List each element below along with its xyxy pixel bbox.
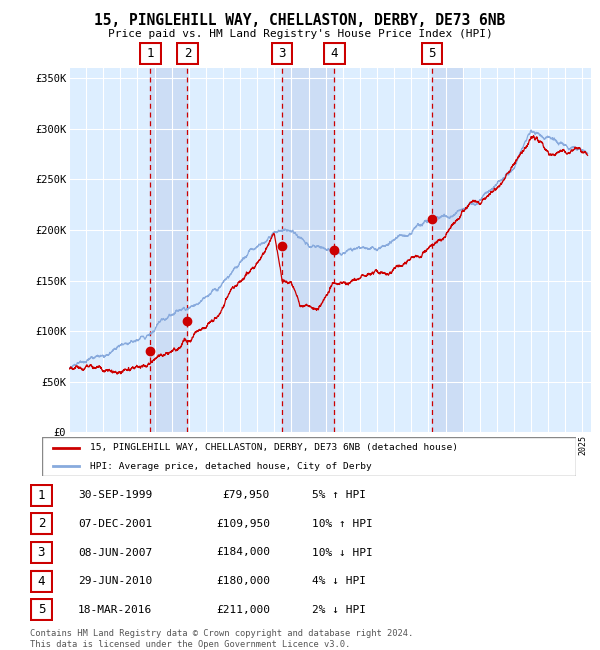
Text: 4: 4 (38, 575, 45, 588)
Text: £184,000: £184,000 (216, 547, 270, 558)
Bar (150, 68, 187, 432)
Text: 10% ↓ HPI: 10% ↓ HPI (312, 547, 373, 558)
Text: 15, PINGLEHILL WAY, CHELLASTON, DERBY, DE73 6NB (detached house): 15, PINGLEHILL WAY, CHELLASTON, DERBY, D… (90, 443, 458, 452)
Text: £211,000: £211,000 (216, 604, 270, 615)
Text: 2: 2 (184, 47, 191, 60)
Text: 1: 1 (146, 47, 154, 60)
Text: 1: 1 (38, 489, 45, 502)
Text: Price paid vs. HM Land Registry's House Price Index (HPI): Price paid vs. HM Land Registry's House … (107, 29, 493, 39)
Text: Contains HM Land Registry data © Crown copyright and database right 2024.
This d: Contains HM Land Registry data © Crown c… (30, 629, 413, 649)
Text: 4: 4 (331, 47, 338, 60)
Text: HPI: Average price, detached house, City of Derby: HPI: Average price, detached house, City… (90, 462, 372, 471)
Text: 5% ↑ HPI: 5% ↑ HPI (312, 490, 366, 501)
Text: 29-JUN-2010: 29-JUN-2010 (78, 576, 152, 586)
Text: 07-DEC-2001: 07-DEC-2001 (78, 519, 152, 529)
Text: £180,000: £180,000 (216, 576, 270, 586)
Text: 30-SEP-1999: 30-SEP-1999 (78, 490, 152, 501)
Text: 5: 5 (38, 603, 45, 616)
Text: 10% ↑ HPI: 10% ↑ HPI (312, 519, 373, 529)
Text: 18-MAR-2016: 18-MAR-2016 (78, 604, 152, 615)
Bar (432, 68, 463, 432)
Text: 4% ↓ HPI: 4% ↓ HPI (312, 576, 366, 586)
Text: 3: 3 (278, 47, 286, 60)
Text: 2% ↓ HPI: 2% ↓ HPI (312, 604, 366, 615)
Text: 2: 2 (38, 517, 45, 530)
Bar (282, 68, 334, 432)
Text: 3: 3 (38, 546, 45, 559)
Text: 08-JUN-2007: 08-JUN-2007 (78, 547, 152, 558)
Text: 15, PINGLEHILL WAY, CHELLASTON, DERBY, DE73 6NB: 15, PINGLEHILL WAY, CHELLASTON, DERBY, D… (94, 13, 506, 28)
Text: £109,950: £109,950 (216, 519, 270, 529)
Text: 5: 5 (428, 47, 436, 60)
Text: £79,950: £79,950 (223, 490, 270, 501)
